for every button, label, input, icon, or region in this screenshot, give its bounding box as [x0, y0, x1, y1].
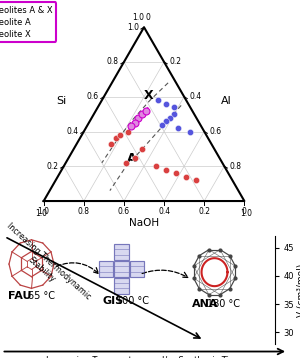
Bar: [130, 261, 144, 277]
Bar: [114, 245, 129, 260]
Text: Increasing Thermodynamic
Stability: Increasing Thermodynamic Stability: [0, 222, 92, 310]
Text: Increasing Temperature and/or Synthesis Time: Increasing Temperature and/or Synthesis …: [46, 356, 242, 358]
Bar: [114, 261, 129, 277]
Text: 65 °C: 65 °C: [28, 291, 55, 301]
Bar: [114, 278, 129, 294]
Text: Al: Al: [221, 96, 232, 106]
Text: 0.2: 0.2: [170, 58, 182, 67]
Text: 0.4: 0.4: [158, 207, 170, 216]
Text: ANA: ANA: [192, 299, 218, 309]
Text: FAU: FAU: [8, 291, 32, 301]
Text: 100 °C: 100 °C: [116, 296, 149, 306]
Text: Si: Si: [57, 96, 67, 106]
Text: 0: 0: [145, 13, 150, 22]
Text: 0.2: 0.2: [198, 207, 210, 216]
Text: 180 °C: 180 °C: [207, 299, 240, 309]
Text: GIS: GIS: [103, 296, 124, 306]
Bar: [99, 261, 113, 277]
Text: A: A: [127, 152, 136, 165]
Text: X: X: [144, 90, 153, 102]
Text: 0.2: 0.2: [47, 162, 59, 171]
Text: 1.0: 1.0: [36, 209, 48, 218]
Text: 0.4: 0.4: [67, 127, 79, 136]
Text: 0.8: 0.8: [107, 58, 119, 67]
Text: 0.8: 0.8: [78, 207, 90, 216]
Text: 0.6: 0.6: [87, 92, 99, 101]
Text: 0.6: 0.6: [210, 127, 222, 136]
Text: 1.0: 1.0: [38, 207, 50, 216]
Text: 0.4: 0.4: [190, 92, 202, 101]
Text: 0.8: 0.8: [230, 162, 242, 171]
Text: NaOH: NaOH: [129, 218, 159, 228]
Text: 1.0: 1.0: [132, 13, 144, 22]
Text: 1.0: 1.0: [127, 23, 139, 32]
Text: 1.0: 1.0: [240, 209, 252, 218]
Legend: Zeolites A & X, Zeolite A, Zeolite X: Zeolites A & X, Zeolite A, Zeolite X: [0, 3, 56, 42]
Y-axis label: V (cm³/mol): V (cm³/mol): [297, 263, 300, 316]
Text: 0: 0: [242, 207, 247, 216]
Text: 0.6: 0.6: [118, 207, 130, 216]
Polygon shape: [128, 107, 148, 131]
